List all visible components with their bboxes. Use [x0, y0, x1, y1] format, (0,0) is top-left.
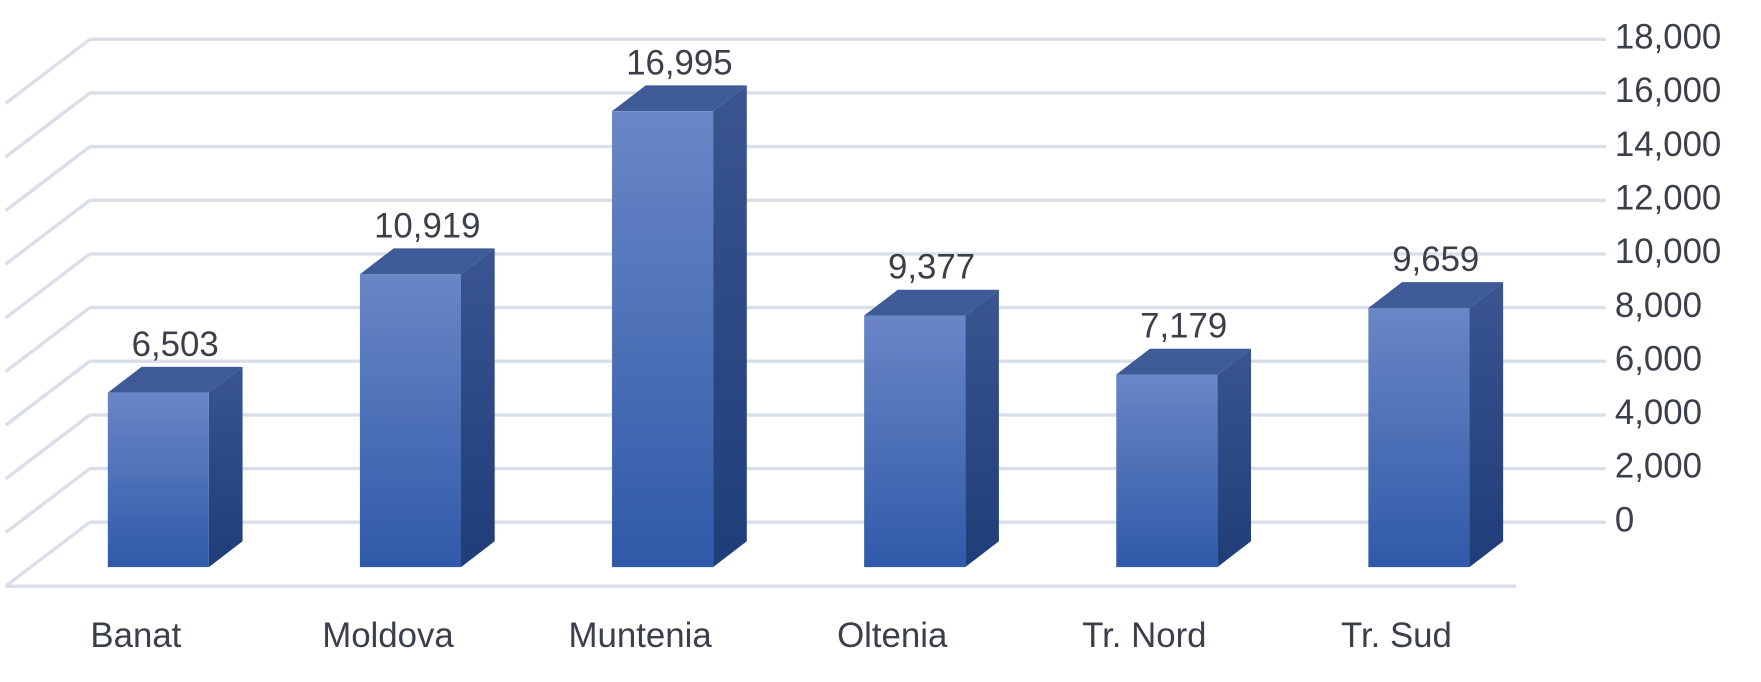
x-tick-label: Banat	[90, 616, 181, 655]
bar-side	[208, 366, 243, 568]
bar-top	[359, 248, 495, 275]
y-tick-label: 18,000	[1615, 18, 1721, 57]
grid-line	[4, 306, 91, 373]
data-label: 9,377	[888, 248, 975, 287]
grid-line	[4, 413, 91, 481]
y-tick-label: 12,000	[1615, 178, 1721, 217]
y-tick-label: 14,000	[1615, 125, 1721, 164]
bar-side	[460, 248, 495, 568]
bar-side	[1217, 348, 1252, 568]
x-tick-label: Tr. Nord	[1082, 616, 1206, 655]
bar-top	[612, 85, 747, 112]
data-label: 7,179	[1140, 307, 1227, 346]
grid-line	[4, 520, 91, 588]
y-tick-label: 6,000	[1615, 339, 1702, 378]
x-tick-label: Tr. Sud	[1341, 616, 1452, 655]
grid-line	[4, 467, 91, 534]
y-tick-label: 4,000	[1615, 393, 1702, 432]
bar	[1368, 307, 1470, 568]
data-label: 9,659	[1392, 240, 1479, 279]
grid-line	[4, 359, 91, 427]
bar-side	[965, 289, 999, 568]
bar	[359, 274, 461, 568]
plot-area: 0 2,000 4,000 6,000 8,000 10,000 12,000 14,000 1…	[4, 18, 1721, 655]
data-label: 16,995	[626, 43, 732, 82]
bar-side	[713, 85, 747, 568]
x-tick-label: Moldova	[322, 616, 454, 655]
bar-top	[107, 366, 243, 393]
y-tick-label: 8,000	[1615, 286, 1702, 325]
y-tick-label: 0	[1615, 500, 1634, 539]
bar	[1116, 374, 1218, 568]
x-tick-label: Muntenia	[569, 616, 713, 655]
data-label: 6,503	[132, 325, 219, 364]
grid-line	[4, 252, 91, 320]
bar	[864, 315, 966, 568]
grid-line	[4, 145, 91, 212]
y-tick-label: 2,000	[1615, 447, 1702, 486]
x-tick-label: Oltenia	[837, 616, 948, 655]
bar-top	[1368, 282, 1504, 308]
bar-top	[1116, 348, 1252, 375]
y-tick-label: 16,000	[1615, 71, 1721, 110]
y-tick-label: 10,000	[1615, 232, 1721, 271]
bar	[612, 111, 714, 568]
grid-line	[4, 198, 91, 266]
grid-line	[4, 91, 91, 159]
data-label: 10,919	[374, 206, 480, 245]
bar-side	[1469, 282, 1504, 568]
bar-top	[864, 289, 999, 316]
bar	[107, 392, 209, 568]
grid-line	[4, 37, 91, 105]
